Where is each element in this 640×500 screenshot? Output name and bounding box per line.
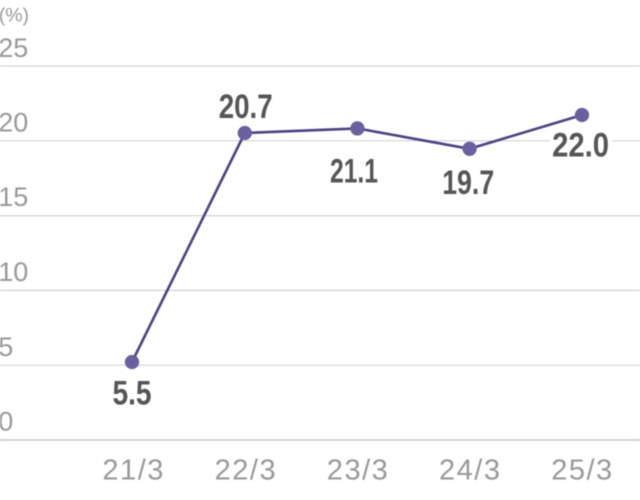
- svg-text:22.0: 22.0: [552, 127, 609, 165]
- svg-text:24/3: 24/3: [439, 454, 500, 486]
- svg-text:22/3: 22/3: [215, 454, 276, 486]
- svg-text:15: 15: [0, 182, 28, 212]
- svg-text:23/3: 23/3: [327, 454, 388, 486]
- svg-text:20: 20: [0, 107, 28, 137]
- svg-text:21/3: 21/3: [102, 454, 163, 486]
- svg-text:25: 25: [0, 33, 28, 63]
- svg-text:21.1: 21.1: [330, 153, 378, 191]
- svg-text:25/3: 25/3: [551, 454, 612, 486]
- svg-text:19.7: 19.7: [442, 164, 494, 202]
- svg-text:20.7: 20.7: [219, 88, 273, 126]
- svg-text:5.5: 5.5: [113, 374, 152, 412]
- svg-text:(%): (%): [0, 4, 29, 26]
- svg-text:0: 0: [0, 407, 13, 437]
- svg-text:10: 10: [0, 257, 28, 287]
- svg-text:5: 5: [0, 332, 13, 362]
